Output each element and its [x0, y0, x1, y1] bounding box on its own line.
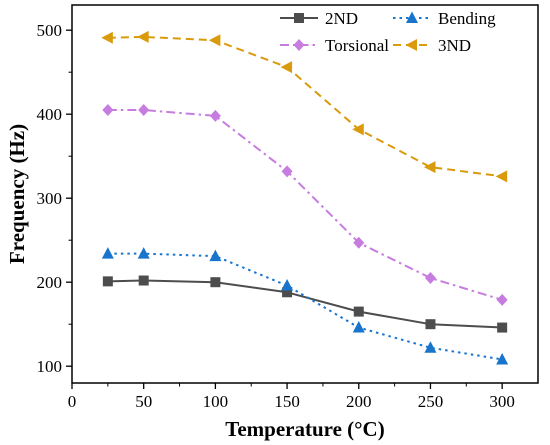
- y-axis-title: Frequency (Hz): [5, 124, 29, 264]
- series-line-torsional: [107, 109, 503, 301]
- x-axis-title: Temperature (°C): [225, 417, 384, 441]
- data-point-bending: [209, 249, 222, 262]
- legend-marker: [294, 13, 304, 23]
- x-tick-label: 250: [418, 392, 444, 411]
- legend-label: Torsional: [325, 36, 389, 55]
- plot-frame: [71, 4, 539, 384]
- series-line-bending: [107, 252, 503, 361]
- data-point-bending: [137, 247, 150, 259]
- series-2nd: [102, 275, 508, 333]
- data-point-bending: [281, 279, 294, 291]
- data-point-2nd: [102, 276, 113, 287]
- legend-item-torsional: Torsional: [280, 36, 389, 55]
- legend: 2ND Bending Torsional 3ND: [280, 9, 496, 55]
- data-point-2nd: [210, 277, 221, 288]
- x-tick-label: 300: [489, 392, 515, 411]
- legend-label: Bending: [438, 9, 496, 28]
- data-point-torsional: [281, 165, 293, 178]
- legend-marker: [293, 39, 305, 51]
- x-tick-label: 200: [346, 392, 372, 411]
- legend-label: 3ND: [438, 36, 471, 55]
- series-3nd: [101, 30, 508, 183]
- x-tick-label: 50: [135, 392, 152, 411]
- y-tick-label: 100: [37, 357, 63, 376]
- data-point-3nd: [352, 123, 364, 136]
- legend-item-bending: Bending: [393, 9, 496, 28]
- x-tick-label: 0: [68, 392, 77, 411]
- legend-item-2nd: 2ND: [280, 9, 358, 28]
- series-layer: [101, 30, 509, 365]
- legend-marker: [406, 11, 418, 23]
- data-point-2nd: [497, 322, 508, 333]
- y-tick-label: 200: [37, 273, 63, 292]
- data-point-2nd: [138, 275, 149, 286]
- data-point-torsional: [102, 104, 114, 116]
- data-point-2nd: [282, 287, 293, 298]
- legend-marker: [405, 39, 417, 51]
- data-point-bending: [352, 321, 365, 333]
- data-point-3nd: [101, 31, 113, 44]
- series-torsional: [102, 104, 508, 306]
- legend-label: 2ND: [325, 9, 358, 28]
- data-point-3nd: [137, 30, 149, 43]
- data-point-bending: [496, 352, 509, 365]
- x-axis: 0 50 100 150 200 250 300: [68, 383, 515, 411]
- data-point-3nd: [208, 34, 221, 47]
- data-point-torsional: [424, 272, 436, 284]
- data-point-torsional: [138, 104, 150, 116]
- data-point-torsional: [353, 236, 365, 249]
- data-point-2nd: [353, 306, 364, 317]
- series-bending: [101, 247, 509, 365]
- series-line-3nd: [107, 35, 503, 178]
- y-axis: 100 200 300 400 500: [37, 21, 72, 376]
- series-line-2nd: [107, 279, 503, 329]
- x-tick-label: 150: [274, 392, 300, 411]
- y-tick-label: 300: [37, 189, 63, 208]
- data-point-3nd: [495, 170, 508, 183]
- data-point-torsional: [209, 109, 221, 122]
- legend-item-3nd: 3ND: [393, 36, 471, 55]
- y-tick-label: 400: [37, 105, 63, 124]
- y-tick-label: 500: [37, 21, 63, 40]
- data-point-3nd: [423, 161, 436, 174]
- data-point-torsional: [496, 293, 508, 306]
- data-point-2nd: [425, 319, 436, 330]
- data-point-bending: [101, 247, 114, 259]
- data-point-bending: [424, 341, 437, 353]
- data-point-3nd: [280, 61, 293, 74]
- x-tick-label: 100: [203, 392, 229, 411]
